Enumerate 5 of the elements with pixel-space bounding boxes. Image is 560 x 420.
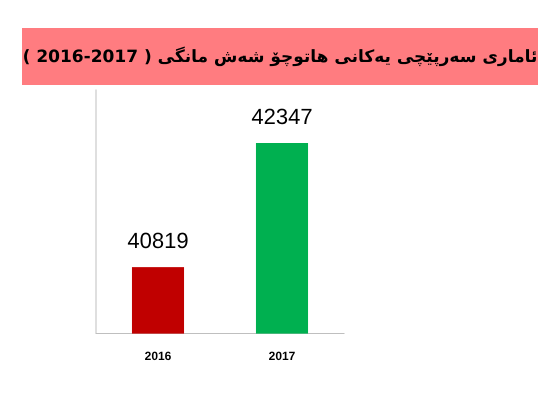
x-tick-label: 2017 bbox=[268, 349, 296, 364]
chart-title: ئاماری سەرپێچی یەکانی هاتوچۆ شەش مانگی ( 2017-2016 ) bbox=[22, 46, 538, 66]
data-label: 42347 bbox=[251, 104, 313, 130]
data-label: 40819 bbox=[127, 228, 189, 254]
x-tick-label: 2016 bbox=[144, 349, 172, 364]
